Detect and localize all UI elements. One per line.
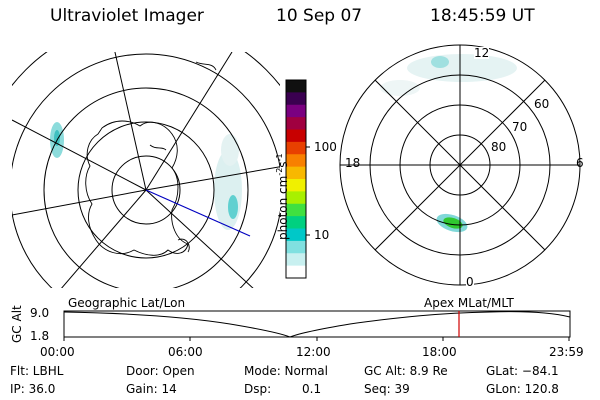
ytick-bottom: 1.8 — [30, 329, 50, 343]
colorbar-segment — [286, 80, 306, 93]
mlt-label-6: 6 — [576, 156, 584, 170]
timeline-axis-title: GC Alt — [10, 305, 24, 343]
info-glon: GLon: 120.8 — [486, 382, 559, 396]
colorbar-segment — [286, 166, 306, 180]
colorbar-segment — [286, 117, 306, 131]
instrument-title: Ultraviolet Imager — [50, 6, 204, 26]
info-door: Door: Open — [126, 364, 195, 378]
colorbar-segment — [286, 253, 306, 267]
timeline-right-label: Apex MLat/MLT — [424, 296, 514, 310]
info-mode: Mode: Normal — [244, 364, 328, 378]
lat-label-70: 70 — [512, 120, 528, 134]
info-seq: Seq: 39 — [364, 382, 410, 396]
xtick-2359: 23:59 — [549, 345, 584, 359]
xtick-0600: 06:00 — [168, 345, 203, 359]
colorbar-label: photon cm-2s-1 — [275, 153, 290, 240]
image-date: 10 Sep 07 — [276, 6, 363, 26]
info-ip: IP: 36.0 — [10, 382, 56, 396]
colorbar-tick-100: 100 — [314, 140, 337, 154]
colorbar-segment — [286, 191, 306, 205]
colorbar-segment — [286, 154, 306, 168]
colorbar-segment — [286, 265, 306, 279]
info-filter: Flt: LBHL — [10, 364, 64, 378]
timeline-left-label: Geographic Lat/Lon — [68, 296, 186, 310]
colorbar-segment — [286, 216, 306, 230]
lat-label-60: 60 — [534, 97, 550, 111]
colorbar-segment — [286, 104, 306, 118]
geographic-map — [12, 52, 280, 288]
colorbar-segment — [286, 141, 306, 155]
colorbar-segment — [286, 129, 306, 143]
colorbar-segment — [286, 92, 306, 106]
xtick-0000: 00:00 — [40, 345, 75, 359]
colorbar-segment — [286, 228, 306, 242]
colorbar-segment — [286, 179, 306, 192]
colorbar-unit-exp: -2 — [275, 167, 284, 176]
info-glat: GLat: −84.1 — [486, 364, 559, 378]
colorbar-unit: photon cm — [276, 175, 290, 240]
info-gc-alt: GC Alt: 8.9 Re — [364, 364, 448, 378]
image-time: 18:45:59 UT — [430, 6, 535, 26]
colorbar-segment — [286, 240, 306, 254]
aurora-patches-geo — [50, 122, 242, 230]
colorbar — [285, 79, 307, 279]
info-gain: Gain: 14 — [126, 382, 177, 396]
info-dsp-label: Dsp: — [244, 382, 272, 396]
colorbar-frame — [285, 79, 307, 279]
colorbar-unit-s-exp: -1 — [275, 153, 284, 162]
lat-label-80: 80 — [491, 140, 507, 154]
coastline — [85, 120, 189, 256]
colorbar-tick-10: 10 — [314, 228, 330, 242]
colorbar-segment — [286, 203, 306, 217]
mlt-label-18: 18 — [345, 156, 361, 170]
satellite-track — [145, 189, 251, 237]
mlt-polar-plot — [339, 44, 581, 286]
timeline-plot — [63, 310, 571, 341]
colorbar-unit-s: s — [276, 161, 290, 168]
info-dsp-value: 0.1 — [302, 382, 322, 396]
mlt-label-0: 0 — [466, 275, 474, 289]
xtick-1200: 12:00 — [296, 345, 331, 359]
xtick-1800: 18:00 — [422, 345, 457, 359]
altitude-curve — [63, 311, 571, 338]
ytick-top: 9.0 — [30, 306, 50, 320]
mlt-label-12: 12 — [474, 46, 490, 60]
